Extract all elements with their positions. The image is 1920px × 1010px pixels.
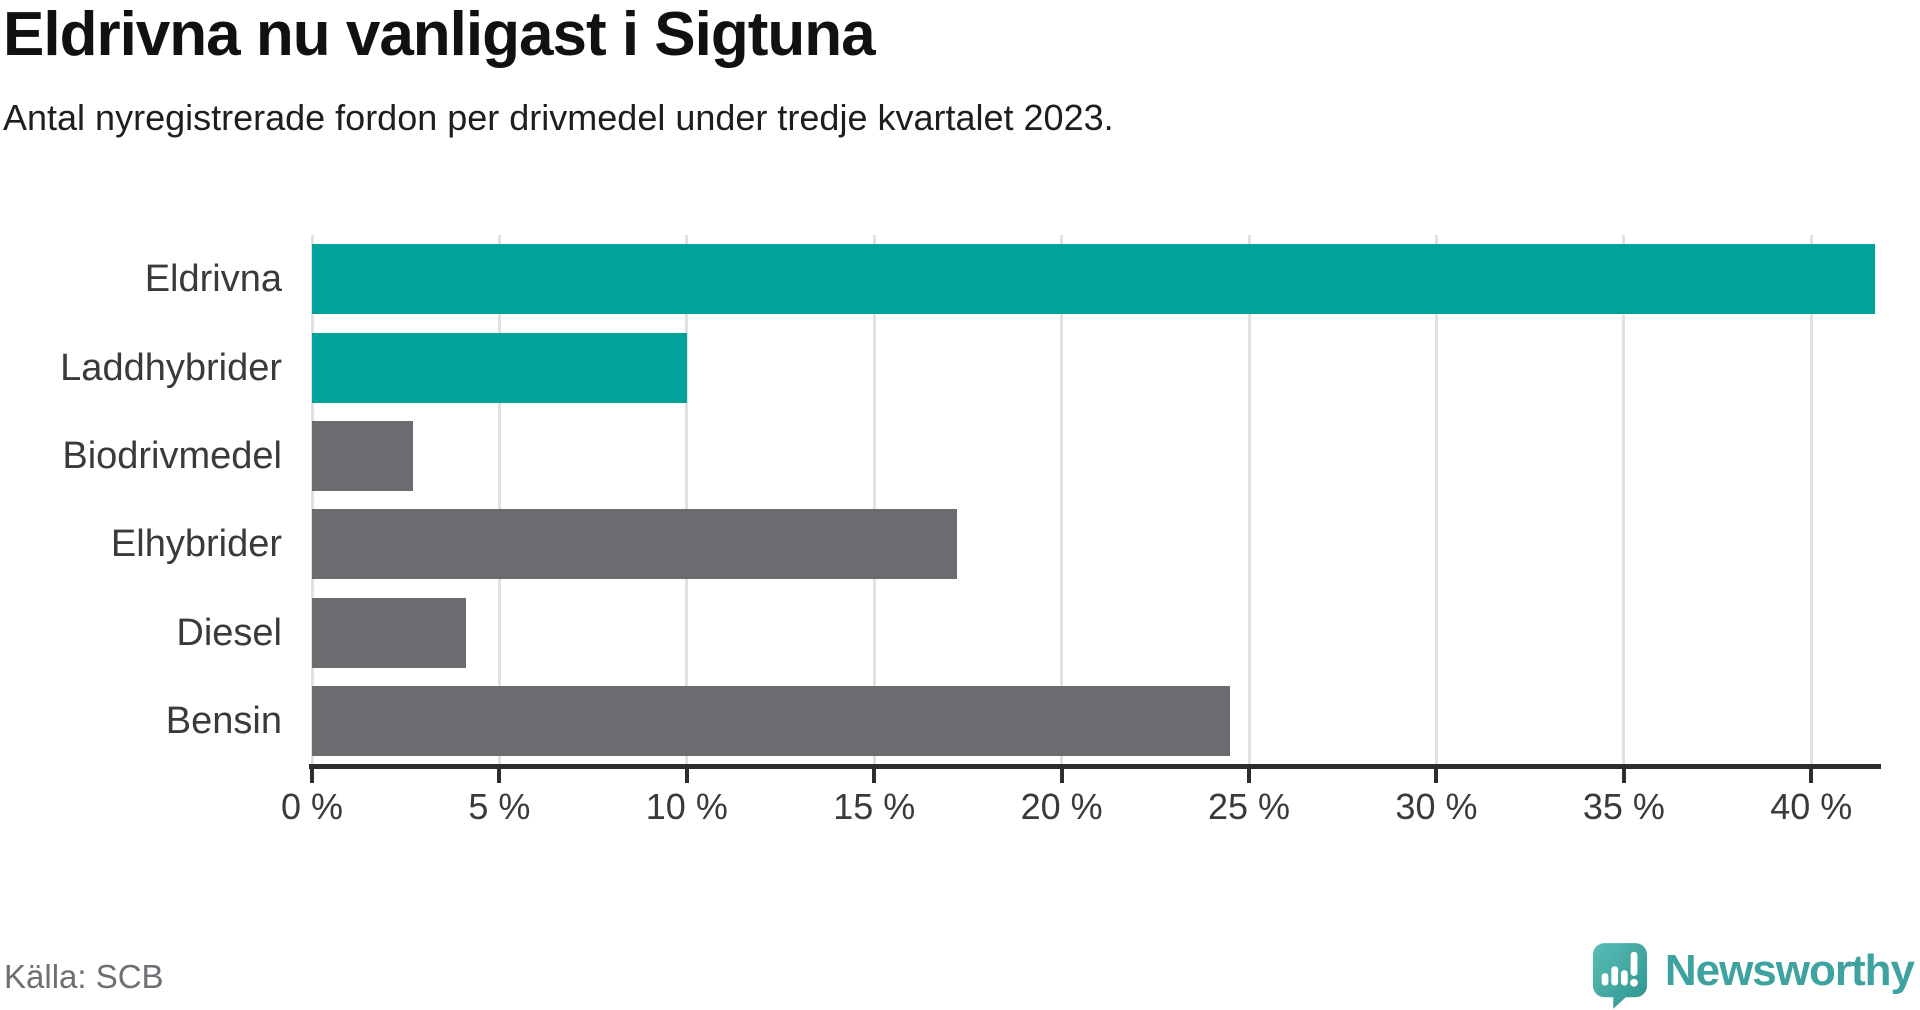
axis-tick-35: [1621, 769, 1626, 783]
category-label-eldrivna: Eldrivna: [144, 258, 282, 301]
grid-line-40: [1809, 235, 1813, 765]
axis-tick-label-10: 10 %: [645, 786, 728, 827]
category-label-elhybrider: Elhybrider: [110, 523, 282, 566]
axis-tick-40: [1809, 769, 1814, 783]
bar-laddhybrider: [312, 332, 687, 403]
bar-biodrivmedel: [312, 420, 414, 491]
category-label-laddhybrider: Laddhybrider: [60, 346, 282, 389]
category-label-biodrivmedel: Biodrivmedel: [62, 434, 282, 477]
bar-chart-plot-area: [310, 235, 1878, 765]
chart-subtitle: Antal nyregistrerade fordon per drivmede…: [3, 97, 1114, 138]
axis-tick-label-25: 25 %: [1208, 786, 1291, 827]
axis-tick-10: [684, 769, 689, 783]
grid-line-35: [1622, 235, 1626, 765]
category-axis-labels: Eldrivna Laddhybrider Biodrivmedel Elhybrid…: [0, 235, 282, 765]
axis-tick-label-20: 20 %: [1020, 786, 1103, 827]
grid-line-5: [497, 235, 501, 765]
newsworthy-logo: Newsworthy: [1591, 942, 1915, 1009]
axis-tick-25: [1247, 769, 1252, 783]
bar-diesel: [312, 597, 466, 668]
newsworthy-wordmark: Newsworthy: [1664, 946, 1915, 995]
source-note: Källa: SCB: [4, 958, 164, 995]
axis-tick-label-40: 40 %: [1770, 786, 1853, 827]
newsworthy-bubble-icon: [1592, 943, 1647, 1009]
bar-bensin: [312, 685, 1231, 756]
axis-tick-label-5: 5 %: [468, 786, 531, 827]
grid-line-20: [1060, 235, 1064, 765]
axis-tick-label-30: 30 %: [1395, 786, 1478, 827]
category-label-diesel: Diesel: [176, 611, 282, 654]
grid-line-10: [685, 235, 689, 765]
axis-tick-label-35: 35 %: [1582, 786, 1665, 827]
axis-tick-label-15: 15 %: [833, 786, 916, 827]
chart-title: Eldrivna nu vanligast i Sigtuna: [3, 0, 876, 69]
axis-tick-20: [1059, 769, 1064, 783]
bar-eldrivna: [312, 244, 1875, 315]
grid-line-15: [872, 235, 876, 765]
axis-tick-label-0: 0 %: [280, 786, 344, 827]
grid-line-30: [1434, 235, 1438, 765]
x-axis-line: [309, 764, 1881, 769]
axis-tick-30: [1434, 769, 1439, 783]
axis-tick-0: [310, 769, 314, 783]
bar-elhybrider: [312, 509, 957, 580]
axis-tick-5: [497, 769, 502, 783]
grid-line-25: [1247, 235, 1251, 765]
grid-line-0: [310, 235, 314, 765]
axis-tick-15: [872, 769, 877, 783]
category-label-bensin: Bensin: [165, 699, 282, 742]
